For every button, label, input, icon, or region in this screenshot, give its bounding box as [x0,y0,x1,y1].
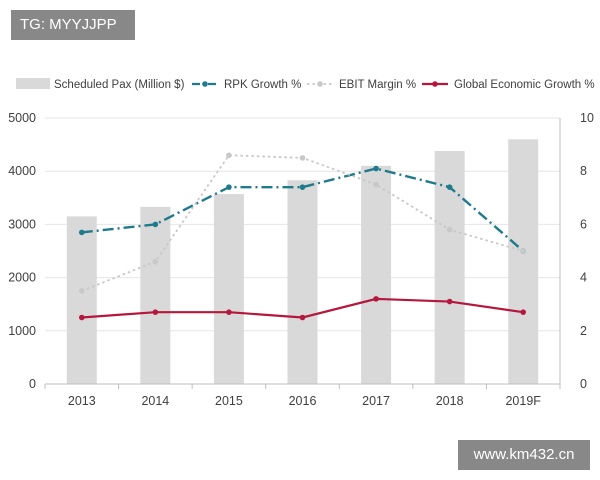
series-point [226,152,232,159]
x-tick-label: 2016 [289,394,317,408]
line-series [78,152,527,321]
bar-series [66,139,539,384]
y-left-tick-label: 0 [29,377,36,391]
y-left-tick-label: 2000 [8,271,36,285]
x-tick-label: 2019F [505,394,541,408]
series-point [78,314,85,321]
series-point [446,226,453,233]
series-point [152,258,159,265]
x-tick-label: 2018 [436,394,464,408]
bar [287,180,318,384]
y-right-tick-label: 8 [580,164,587,178]
x-tick-label: 2017 [362,394,390,408]
y-left-tick-label: 5000 [8,111,36,125]
bar [508,139,539,384]
channel-tag: TG: MYYJJPP [11,10,135,40]
series-point [299,314,306,321]
y-right-tick-label: 6 [580,217,587,231]
series-point [373,181,379,188]
bar [66,216,97,384]
series-point [299,155,306,161]
series-point [520,248,527,254]
y-right-tick-label: 0 [580,377,587,391]
legend-label: EBIT Margin % [339,79,416,91]
series-point [226,184,232,190]
series-point [299,184,306,190]
axes: 0 1000 2000 3000 4000 5000 0 2 4 6 8 10 2013 2014 2015… [8,111,594,408]
x-tick-label: 2015 [215,394,243,408]
series-point [520,309,527,315]
legend-label: Global Economic Growth % [454,79,595,91]
y-right-tick-label: 2 [580,324,587,338]
y-left-tick-label: 3000 [8,217,36,231]
series-point [226,309,232,315]
series-point [152,309,159,315]
series-point [373,165,379,172]
series-point [446,298,453,305]
x-tick-label: 2014 [141,394,169,408]
y-right-tick-label: 10 [580,111,594,125]
bar [140,206,171,384]
series-point [78,288,85,294]
legend-swatch-marker [432,81,438,87]
site-watermark: www.km432.cn [458,440,590,470]
series-point [78,229,85,236]
bar [361,165,392,384]
y-left-tick-label: 1000 [8,324,36,338]
series-point [446,184,453,190]
legend-label: Scheduled Pax (Million $) [54,79,185,91]
legend-label: RPK Growth % [224,79,301,91]
legend-swatch-bar [16,78,50,89]
x-tick-label: 2013 [68,394,96,408]
series-point [152,221,159,228]
legend-swatch-marker [202,81,208,87]
y-right-tick-label: 4 [580,271,587,285]
y-left-tick-label: 4000 [8,164,36,178]
series-point [373,296,379,302]
legend: Scheduled Pax (Million $) RPK Growth % EBI… [16,78,595,91]
legend-swatch-marker [317,81,323,87]
bar [213,194,244,384]
